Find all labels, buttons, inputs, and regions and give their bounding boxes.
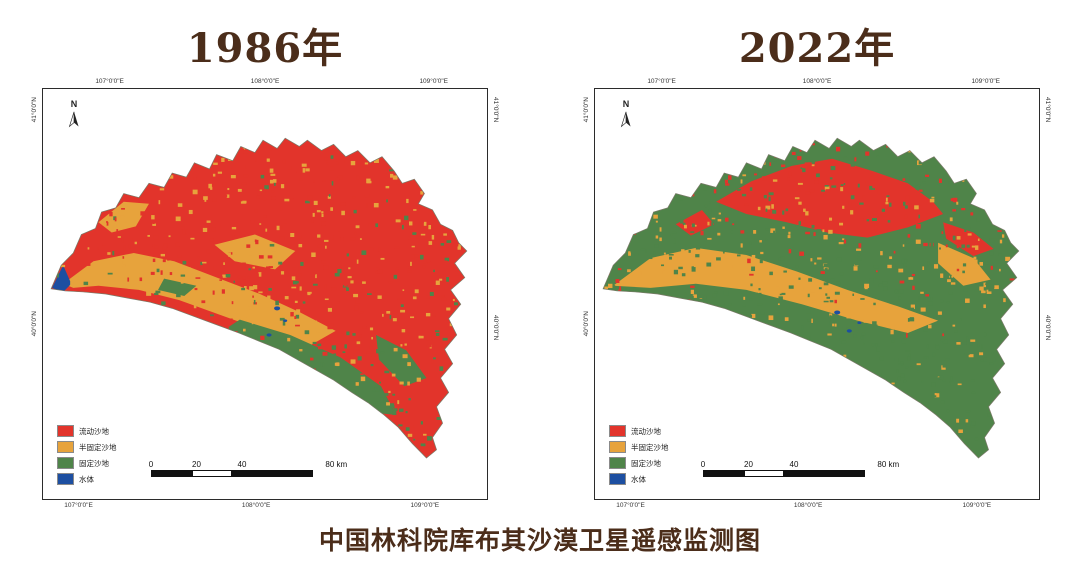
legend-swatch-fixed-sand (57, 457, 74, 469)
north-arrow: N (63, 99, 85, 129)
scale-segment (784, 471, 864, 476)
north-arrow-icon (620, 111, 631, 128)
scale-tick-0: 0 (700, 460, 706, 469)
scale-bar-1986: 0 20 40 80 km (148, 460, 347, 477)
scale-segment (232, 471, 312, 476)
legend-item-water: 水体 (57, 473, 117, 485)
legend-item-mobile-sand: 流动沙地 (609, 425, 669, 437)
map-raster-1986 (50, 137, 468, 459)
map-year-title-1986: 1986年 (186, 25, 344, 72)
coord-top-center: 108°0'0"E (802, 78, 832, 85)
coord-bottom-left: 107°0'0"E (616, 501, 645, 509)
scale-segment (192, 471, 232, 476)
legend-item-mobile-sand: 流动沙地 (57, 425, 117, 437)
scale-bar-track (151, 470, 313, 477)
scale-tick-40: 40 (237, 460, 247, 469)
coord-right-north: 41°0'0"N (492, 97, 499, 123)
legend-swatch-water (57, 473, 74, 485)
legend-swatch-water (609, 473, 626, 485)
coord-bottom-center: 108°0'0"E (241, 501, 271, 509)
north-arrow: N (615, 99, 637, 129)
coord-top-right: 109°0'0"E (419, 78, 448, 85)
scale-tick-80km: 80 km (877, 460, 900, 469)
legend-label-fixed-sand: 固定沙地 (79, 458, 109, 468)
map-frame-2022: 107°0'0"E 108°0'0"E 109°0'0"E 107°0'0"E … (583, 78, 1051, 508)
north-arrow-icon (68, 111, 79, 128)
coord-bottom-right: 109°0'0"E (410, 501, 440, 509)
legend-label-semi-fixed-sand: 半固定沙地 (631, 442, 669, 452)
coord-right-south: 40°0'0"N (1044, 315, 1051, 341)
map-frame-1986: 107°0'0"E 108°0'0"E 109°0'0"E 107°0'0"E … (31, 78, 499, 508)
coord-bottom-center: 108°0'0"E (793, 501, 823, 509)
legend-label-mobile-sand: 流动沙地 (79, 426, 109, 436)
legend-label-water: 水体 (79, 474, 94, 484)
coord-right-south: 40°0'0"N (492, 315, 499, 341)
map-raster-2022 (602, 137, 1020, 459)
map-legend-2022: 流动沙地 半固定沙地 固定沙地 水体 (609, 421, 669, 485)
scale-segment (744, 471, 784, 476)
scale-bar-2022: 0 20 40 80 km (700, 460, 899, 477)
legend-label-water: 水体 (631, 474, 646, 484)
map-legend-1986: 流动沙地 半固定沙地 固定沙地 水体 (57, 421, 117, 485)
coord-left-north: 41°0'0"N (583, 97, 590, 123)
legend-label-mobile-sand: 流动沙地 (631, 426, 661, 436)
scale-tick-40: 40 (789, 460, 799, 469)
coord-top-center: 108°0'0"E (250, 78, 280, 85)
coord-bottom-right: 109°0'0"E (962, 501, 992, 509)
scale-labels: 0 20 40 80 km (148, 460, 347, 470)
coord-left-south: 40°0'0"N (583, 311, 590, 337)
legend-swatch-semi-fixed-sand (57, 441, 74, 453)
scale-tick-0: 0 (148, 460, 154, 469)
legend-item-semi-fixed-sand: 半固定沙地 (57, 441, 117, 453)
coord-top-left: 107°0'0"E (95, 78, 124, 85)
coord-right-north: 41°0'0"N (1044, 97, 1051, 123)
legend-label-semi-fixed-sand: 半固定沙地 (79, 442, 117, 452)
scale-tick-20: 20 (192, 460, 201, 469)
legend-swatch-mobile-sand (57, 425, 74, 437)
legend-swatch-fixed-sand (609, 457, 626, 469)
coord-top-right: 109°0'0"E (971, 78, 1000, 85)
legend-item-water: 水体 (609, 473, 669, 485)
scale-labels: 0 20 40 80 km (700, 460, 899, 470)
scale-segment (152, 471, 192, 476)
map-panel-2022: 2022年 107°0'0"E 108°0'0"E 109°0'0"E 107°… (583, 0, 1051, 540)
legend-swatch-semi-fixed-sand (609, 441, 626, 453)
scale-tick-20: 20 (744, 460, 753, 469)
scale-tick-80km: 80 km (325, 460, 348, 469)
legend-item-fixed-sand: 固定沙地 (57, 457, 117, 469)
map-year-title-2022: 2022年 (738, 25, 896, 72)
scale-segment (704, 471, 744, 476)
legend-swatch-mobile-sand (609, 425, 626, 437)
legend-label-fixed-sand: 固定沙地 (631, 458, 661, 468)
coord-bottom-left: 107°0'0"E (64, 501, 93, 509)
coord-left-south: 40°0'0"N (31, 311, 38, 337)
coord-left-north: 41°0'0"N (31, 97, 38, 123)
legend-item-fixed-sand: 固定沙地 (609, 457, 669, 469)
coord-top-left: 107°0'0"E (647, 78, 676, 85)
figure-caption: 中国林科院库布其沙漠卫星遥感监测图 (318, 527, 761, 555)
scale-bar-track (703, 470, 865, 477)
map-panel-1986: 1986年 107°0'0"E 108°0'0"E 109°0'0"E 107°… (31, 0, 499, 540)
legend-item-semi-fixed-sand: 半固定沙地 (609, 441, 669, 453)
